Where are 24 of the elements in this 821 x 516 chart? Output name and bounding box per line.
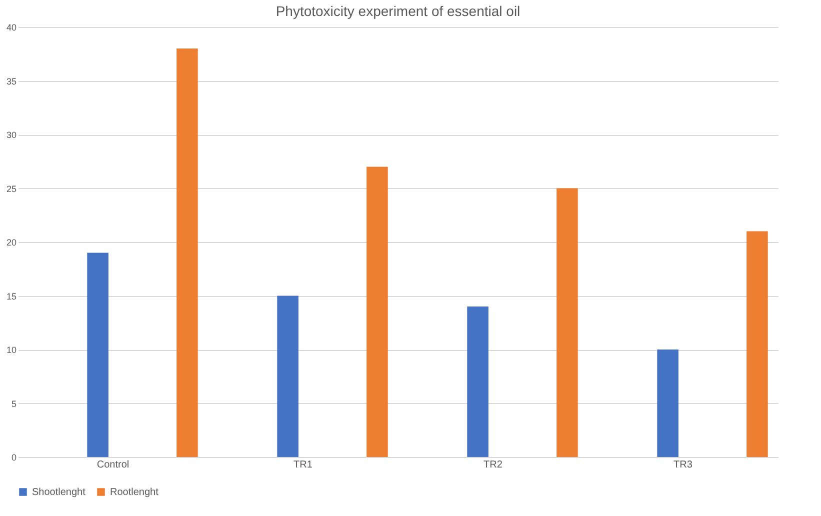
bar [366, 166, 388, 457]
y-tick-label: 35 [6, 76, 16, 86]
y-tick-label: 15 [6, 291, 16, 302]
bar [556, 188, 578, 457]
y-tick-label: 5 [11, 398, 16, 409]
x-tick-label: TR1 [294, 460, 313, 470]
bar [467, 306, 488, 457]
y-tick-label: 40 [6, 22, 16, 32]
y-tick-label: 10 [6, 345, 16, 355]
y-tick-label: 30 [6, 130, 16, 140]
chart-title: Phytotoxicity experiment of essential oil [276, 3, 520, 19]
x-tick-label: Control [96, 460, 130, 470]
bar [176, 48, 198, 457]
bar [87, 252, 108, 457]
x-tick-label: TR3 [674, 460, 693, 470]
y-tick-label: 25 [6, 184, 16, 194]
bar [657, 350, 678, 457]
y-tick-label: 0 [11, 452, 16, 462]
y-tick-label: 20 [6, 238, 16, 248]
legend-label: Shootlenght [32, 487, 86, 498]
x-tick-label: TR2 [484, 460, 503, 470]
bar [746, 231, 768, 457]
bar [277, 296, 298, 457]
legend-label: Rootlenght [110, 487, 159, 498]
